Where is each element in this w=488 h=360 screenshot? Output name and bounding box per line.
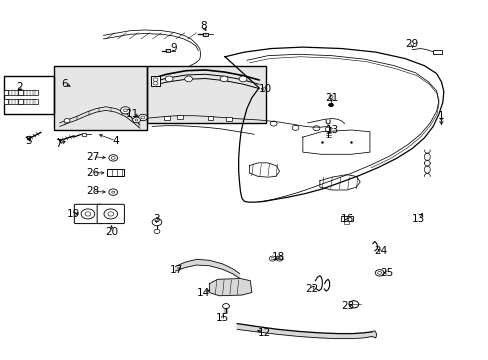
- Text: 23: 23: [340, 301, 353, 311]
- Text: 17: 17: [169, 265, 183, 275]
- Circle shape: [328, 95, 332, 98]
- Circle shape: [222, 303, 229, 309]
- Text: 18: 18: [271, 252, 285, 262]
- Text: 6: 6: [61, 78, 68, 89]
- Bar: [107, 168, 124, 176]
- Text: 2: 2: [17, 82, 23, 92]
- Text: 13: 13: [411, 214, 425, 224]
- Circle shape: [81, 209, 95, 219]
- Circle shape: [239, 76, 246, 82]
- FancyBboxPatch shape: [97, 204, 124, 224]
- Text: 21: 21: [325, 93, 338, 103]
- Text: 14: 14: [196, 288, 209, 297]
- Circle shape: [276, 256, 283, 261]
- Bar: [203, 33, 207, 36]
- Bar: [177, 115, 183, 119]
- Text: 29: 29: [405, 39, 418, 49]
- Circle shape: [325, 127, 330, 131]
- Bar: [4, 99, 8, 104]
- Circle shape: [112, 191, 115, 193]
- Circle shape: [328, 103, 333, 107]
- Text: 13: 13: [325, 125, 338, 135]
- Circle shape: [269, 256, 276, 261]
- Circle shape: [138, 114, 147, 121]
- Circle shape: [278, 257, 281, 260]
- Circle shape: [135, 119, 138, 121]
- Text: 22: 22: [305, 284, 318, 294]
- Bar: [147, 66, 266, 123]
- Circle shape: [132, 117, 140, 123]
- Bar: [163, 116, 169, 120]
- Text: 10: 10: [258, 84, 271, 94]
- Text: 4: 4: [112, 136, 119, 146]
- Bar: [151, 76, 160, 86]
- Circle shape: [165, 76, 173, 82]
- Bar: [147, 66, 266, 123]
- Text: 9: 9: [170, 43, 177, 53]
- Bar: [225, 117, 231, 121]
- Circle shape: [141, 116, 144, 119]
- Bar: [207, 116, 213, 120]
- Bar: [4, 90, 23, 95]
- Circle shape: [153, 81, 158, 85]
- Polygon shape: [175, 259, 239, 278]
- Text: 12: 12: [257, 328, 270, 338]
- Circle shape: [271, 257, 274, 260]
- Text: 1: 1: [437, 111, 444, 121]
- Text: 3: 3: [152, 214, 159, 224]
- Text: 24: 24: [373, 247, 386, 256]
- Text: 26: 26: [86, 168, 99, 178]
- Text: 28: 28: [86, 186, 99, 197]
- Polygon shape: [209, 279, 251, 296]
- Circle shape: [153, 78, 158, 81]
- Circle shape: [154, 229, 160, 234]
- Bar: [4, 90, 8, 95]
- Text: 5: 5: [25, 136, 31, 146]
- Text: 15: 15: [216, 312, 229, 323]
- Bar: [432, 50, 441, 54]
- Circle shape: [220, 76, 227, 82]
- Bar: [19, 99, 38, 104]
- Circle shape: [184, 76, 192, 82]
- Bar: [340, 216, 352, 221]
- Polygon shape: [371, 331, 376, 338]
- Bar: [4, 99, 23, 104]
- Bar: [165, 49, 170, 52]
- FancyBboxPatch shape: [74, 204, 102, 224]
- Circle shape: [64, 118, 70, 123]
- Bar: [19, 90, 38, 95]
- Circle shape: [104, 209, 117, 219]
- Bar: [4, 76, 54, 114]
- Text: 19: 19: [66, 209, 80, 219]
- Bar: [19, 90, 23, 95]
- Text: 27: 27: [86, 152, 99, 162]
- Text: 11: 11: [126, 109, 139, 119]
- Text: 16: 16: [340, 214, 353, 224]
- Circle shape: [120, 107, 130, 114]
- Circle shape: [85, 212, 91, 216]
- Circle shape: [377, 271, 381, 274]
- Text: 20: 20: [105, 227, 119, 237]
- Text: 7: 7: [55, 139, 62, 149]
- Circle shape: [108, 212, 114, 216]
- Polygon shape: [237, 324, 371, 339]
- Text: 8: 8: [200, 21, 206, 31]
- Bar: [19, 99, 23, 104]
- Circle shape: [111, 157, 115, 159]
- Bar: [81, 133, 86, 136]
- Bar: [344, 221, 348, 224]
- Circle shape: [123, 109, 127, 112]
- Bar: [54, 66, 147, 130]
- Bar: [54, 66, 147, 130]
- Text: 25: 25: [380, 268, 393, 278]
- Circle shape: [152, 219, 162, 226]
